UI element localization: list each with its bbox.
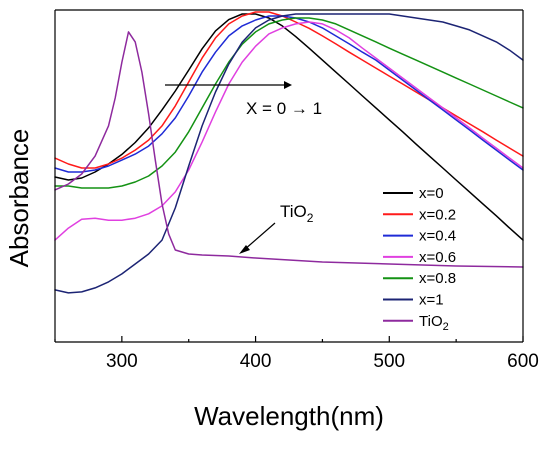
tio2-arrow-line [243, 222, 276, 251]
y-axis-title: Absorbance [4, 129, 34, 268]
tick-layer: 300 400 500 600 [54, 336, 539, 372]
legend: x=0 x=0.2 x=0.4 x=0.6 x=0.8 x=1 TiO2 [383, 185, 456, 333]
legend-label-tio2: TiO2 [419, 313, 449, 333]
legend-label-x-0-4: x=0.4 [419, 228, 456, 245]
x-tick-label-600: 600 [507, 351, 539, 372]
x-axis-title: Wavelength(nm) [194, 401, 384, 431]
tio2-arrow-head [239, 245, 250, 254]
series-line-x-0 [54, 13, 524, 241]
x-tick-label-300: 300 [106, 351, 138, 372]
plot-area: 300 400 500 600 [54, 9, 539, 372]
series-line-tio2 [54, 31, 524, 268]
series-line-x-0-6 [54, 21, 524, 241]
series-layer [54, 11, 524, 294]
legend-label-x-0: x=0 [419, 185, 444, 202]
tio2-annotation-label: TiO2 [280, 202, 314, 225]
series-line-x-0-8 [54, 17, 524, 189]
series-line-x-1 [54, 13, 524, 294]
legend-label-x-0-2: x=0.2 [419, 206, 456, 223]
x-tick-label-400: 400 [240, 351, 272, 372]
legend-label-x-0-8: x=0.8 [419, 270, 456, 287]
series-line-x-0-4 [54, 15, 524, 173]
trend-arrow-head [284, 81, 292, 89]
x-tick-label-500: 500 [373, 351, 405, 372]
series-line-x-0-2 [54, 11, 524, 169]
legend-label-x-0-6: x=0.6 [419, 249, 456, 266]
tio2-annotation-text: TiO [280, 202, 307, 221]
tio2-annotation: TiO2 [239, 202, 314, 254]
tio2-annotation-subscript: 2 [307, 211, 314, 225]
trend-annotation: X = 0 → 1 [165, 81, 322, 118]
legend-label-x-1: x=1 [419, 292, 444, 309]
trend-label: X = 0 → 1 [246, 99, 322, 118]
